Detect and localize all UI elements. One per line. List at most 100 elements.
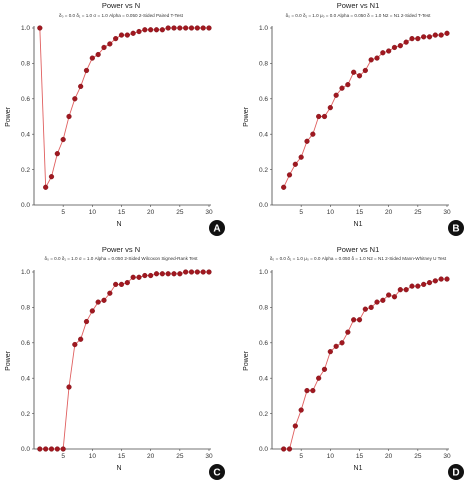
data-point [118, 32, 125, 38]
x-tick-label: 10 [327, 209, 335, 216]
data-point [304, 138, 310, 144]
chart-subtitle: δ₀ = 0.0 δ₁ = 1.0 σ = 1.0 Alpha = 0.050 … [44, 256, 198, 261]
data-point [95, 299, 101, 305]
series-line [39, 27, 209, 189]
data-point [304, 387, 310, 394]
data-point [188, 25, 195, 31]
y-tick-label: 0.0 [259, 446, 268, 453]
data-point [206, 25, 212, 31]
data-point [200, 269, 206, 275]
data-point [403, 287, 409, 293]
data-point [124, 32, 130, 38]
data-point [171, 271, 177, 277]
data-point [72, 341, 78, 348]
data-point [171, 25, 177, 31]
data-point [356, 317, 363, 323]
data-point [188, 269, 195, 275]
data-point [298, 154, 304, 160]
data-point [380, 297, 386, 303]
data-point [89, 55, 95, 61]
x-tick-label: 5 [61, 453, 65, 460]
chart-panel: Power vs N δ₀ = 0.0 δ₁ = 1.0 σ = 1.0 Alph… [5, 245, 225, 480]
x-tick-label: 30 [205, 209, 213, 216]
data-point [380, 50, 386, 56]
data-point [113, 281, 119, 287]
data-point [409, 36, 415, 42]
data-point [368, 57, 374, 63]
y-tick-label: 0.4 [21, 375, 30, 382]
data-point [165, 271, 171, 277]
x-tick-label: 10 [327, 453, 335, 460]
data-point [159, 27, 165, 33]
y-tick-label: 0.8 [21, 305, 30, 312]
y-tick-label: 0.0 [21, 446, 30, 453]
chart-title: Power vs N1 [337, 1, 380, 10]
data-point [165, 25, 171, 31]
data-point [298, 407, 304, 413]
panel-badge [209, 464, 225, 480]
panel-badge-label: D [452, 468, 459, 479]
data-point [397, 287, 403, 293]
data-point [43, 184, 49, 190]
data-point [54, 151, 60, 157]
data-point [60, 446, 66, 452]
x-tick-label: 30 [443, 209, 451, 216]
data-point [351, 317, 357, 323]
data-point [321, 366, 328, 372]
data-point [194, 25, 200, 31]
y-axis-label: Power [243, 350, 250, 371]
data-point [310, 131, 316, 137]
data-point [286, 446, 293, 452]
x-axis-label: N1 [354, 221, 363, 228]
data-point [351, 69, 357, 75]
data-point [200, 25, 206, 31]
x-tick-label: 5 [299, 209, 303, 216]
x-tick-label: 10 [89, 453, 97, 460]
x-tick-label: 20 [147, 453, 155, 460]
data-point [438, 276, 444, 282]
x-tick-label: 25 [414, 453, 422, 460]
data-point [148, 27, 154, 33]
series-line [39, 271, 209, 450]
data-point [183, 25, 189, 31]
data-point [421, 281, 427, 287]
series-line [283, 32, 448, 188]
data-point [362, 306, 368, 312]
chart-subtitle: δ₀ = 0.0 δ₁ = 1.0 σ = 1.0 Alpha = 0.050 … [59, 13, 184, 18]
data-point [101, 297, 107, 303]
chart-title: Power vs N [102, 245, 140, 254]
data-point [391, 44, 398, 51]
data-point [281, 446, 287, 452]
x-tick-label: 15 [356, 453, 364, 460]
data-point [444, 30, 450, 36]
data-point [374, 55, 380, 61]
data-point [316, 113, 322, 120]
x-tick-label: 20 [385, 209, 393, 216]
data-point [194, 269, 200, 275]
x-axis-label: N [116, 465, 121, 472]
data-point [345, 329, 351, 335]
chart-subtitle: δ₀ = 0.0 δ₁ = 1.0 μ₀ = 0.0 Alpha = 0.050… [270, 256, 447, 261]
panel-badge-label: A [213, 224, 220, 235]
data-point [118, 281, 125, 287]
y-tick-label: 1.0 [259, 269, 268, 276]
data-point [142, 27, 148, 33]
data-point [397, 43, 403, 49]
y-tick-label: 0.4 [21, 131, 30, 138]
data-point [292, 161, 298, 167]
data-point [113, 36, 119, 42]
data-point [177, 25, 183, 31]
data-point [107, 290, 113, 296]
y-tick-label: 0.4 [259, 375, 268, 382]
y-tick-label: 0.6 [21, 96, 30, 103]
data-point [101, 44, 107, 51]
y-tick-label: 0.6 [259, 96, 268, 103]
data-point [124, 280, 130, 286]
data-point [48, 174, 55, 180]
data-point [183, 269, 189, 275]
data-point [386, 48, 392, 54]
data-point [432, 32, 438, 38]
data-point [345, 82, 351, 88]
data-point [321, 113, 328, 120]
